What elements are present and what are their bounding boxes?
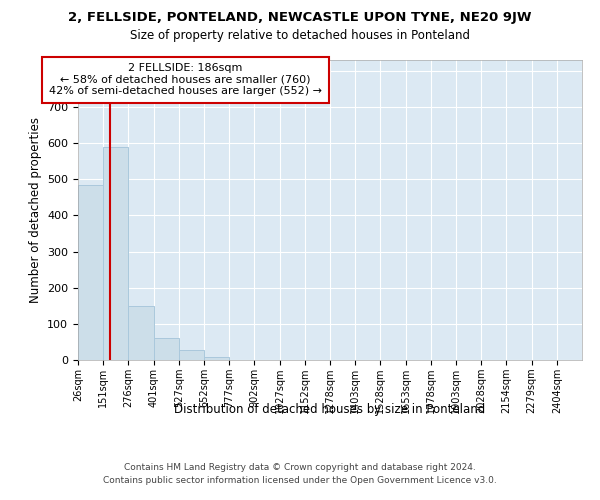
Bar <box>204 358 229 360</box>
Text: 2 FELLSIDE: 186sqm
← 58% of detached houses are smaller (760)
42% of semi-detach: 2 FELLSIDE: 186sqm ← 58% of detached hou… <box>49 64 322 96</box>
Bar <box>154 338 179 360</box>
Y-axis label: Number of detached properties: Number of detached properties <box>29 117 41 303</box>
Text: Contains public sector information licensed under the Open Government Licence v3: Contains public sector information licen… <box>103 476 497 485</box>
Text: Size of property relative to detached houses in Ponteland: Size of property relative to detached ho… <box>130 29 470 42</box>
Text: 2, FELLSIDE, PONTELAND, NEWCASTLE UPON TYNE, NE20 9JW: 2, FELLSIDE, PONTELAND, NEWCASTLE UPON T… <box>68 11 532 24</box>
Text: Distribution of detached houses by size in Ponteland: Distribution of detached houses by size … <box>175 402 485 415</box>
Bar <box>78 184 103 360</box>
Bar <box>179 350 204 360</box>
Bar <box>128 306 154 360</box>
Text: Contains HM Land Registry data © Crown copyright and database right 2024.: Contains HM Land Registry data © Crown c… <box>124 462 476 471</box>
Bar <box>103 146 128 360</box>
